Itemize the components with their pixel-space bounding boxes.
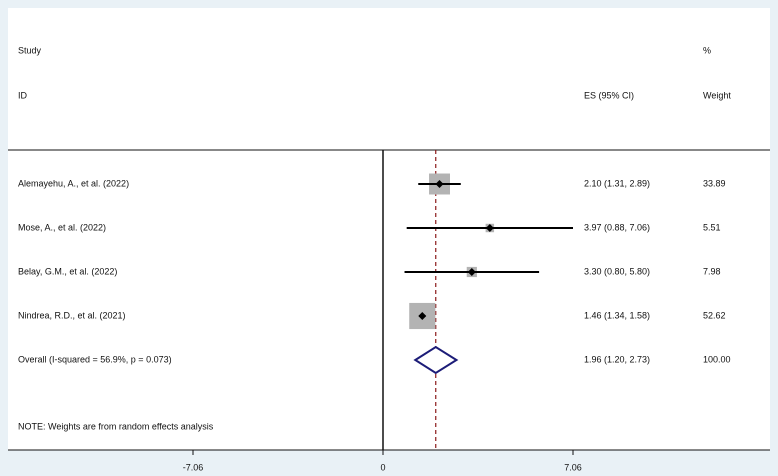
study-label: Alemayehu, A., et al. (2022) (18, 178, 129, 188)
study-label: Nindrea, R.D., et al. (2021) (18, 310, 126, 320)
header-pct: % (703, 45, 711, 55)
point-estimate (485, 224, 494, 232)
weight-label: 33.89 (703, 178, 726, 188)
x-tick-label: 7.06 (564, 462, 582, 472)
weight-label: 5.51 (703, 222, 721, 232)
weight-label: 52.62 (703, 310, 726, 320)
overall-diamond (413, 345, 459, 375)
overall-label: Overall (I-squared = 56.9%, p = 0.073) (18, 354, 172, 364)
es-label: 3.30 (0.80, 5.80) (584, 266, 650, 276)
header-study: Study (18, 45, 42, 55)
x-tick-label: 0 (380, 462, 385, 472)
study-label: Mose, A., et al. (2022) (18, 222, 106, 232)
es-label: 2.10 (1.31, 2.89) (584, 178, 650, 188)
point-estimate (435, 180, 444, 188)
point-estimate (467, 268, 476, 276)
x-tick-label: -7.06 (183, 462, 204, 472)
header-es: ES (95% CI) (584, 90, 634, 100)
point-estimate (418, 312, 427, 320)
es-label: 3.97 (0.88, 7.06) (584, 222, 650, 232)
overall-es-label: 1.96 (1.20, 2.73) (584, 354, 650, 364)
plot-background (8, 8, 770, 450)
es-label: 1.46 (1.34, 1.58) (584, 310, 650, 320)
note: NOTE: Weights are from random effects an… (18, 421, 214, 431)
study-label: Belay, G.M., et al. (2022) (18, 266, 117, 276)
header-weight: Weight (703, 90, 731, 100)
header-id: ID (18, 90, 28, 100)
overall-weight-label: 100.00 (703, 354, 731, 364)
weight-label: 7.98 (703, 266, 721, 276)
